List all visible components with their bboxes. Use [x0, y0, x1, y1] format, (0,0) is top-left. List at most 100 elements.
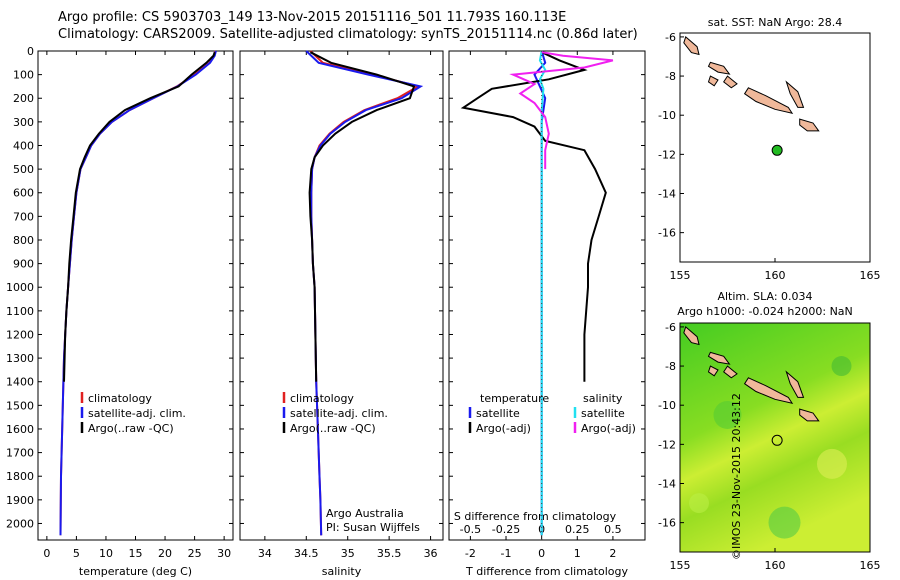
legend-label: Argo(-adj)	[476, 422, 531, 435]
depth-tick-label: 800	[13, 234, 34, 247]
map-y-tick-label: -8	[665, 70, 676, 83]
depth-tick-label: 1800	[6, 470, 34, 483]
top-axis-label: S difference from climatology	[454, 510, 617, 523]
panel-note: PI: Susan Wijffels	[326, 521, 420, 534]
map-y-tick-label: -8	[665, 360, 676, 373]
map-x-tick-label: 155	[670, 269, 691, 282]
island-shape	[799, 408, 820, 422]
top-tick-label: -0.5	[460, 523, 481, 536]
island-shape	[785, 80, 805, 108]
legend-label: Argo(..raw -QC)	[88, 422, 174, 435]
map-y-tick-label: -6	[665, 321, 676, 334]
climatology-title: Climatology: CARS2009. Satellite-adjuste…	[58, 27, 638, 42]
map-title: Argo h1000: -0.024 h2000: NaN	[677, 305, 853, 318]
series-line-argo-raw-qc-	[308, 51, 416, 382]
depth-tick-label: 1900	[6, 494, 34, 507]
depth-tick-label: 1000	[6, 281, 34, 294]
series-line-temperature-argo-adj-	[460, 51, 607, 382]
map-x-tick-label: 165	[860, 559, 881, 572]
island-shape	[707, 365, 719, 377]
panel-frame-salinity	[239, 50, 444, 541]
series-line-climatology	[309, 50, 421, 536]
depth-tick-label: 600	[13, 187, 34, 200]
map-y-tick-label: -14	[658, 187, 676, 200]
imos-stamp: ©IMOS 23-Nov-2015 20:43:12	[730, 393, 744, 560]
x-tick-label: 2	[609, 547, 616, 560]
legend-label: satellite	[476, 407, 520, 420]
depth-tick-label: 400	[13, 139, 34, 152]
top-tick-label: 0.25	[565, 523, 590, 536]
x-tick-label: 34.5	[294, 547, 319, 560]
sla-anomaly-blob	[768, 506, 801, 539]
legend-label: climatology	[88, 392, 152, 405]
x-tick-label: 5	[73, 547, 80, 560]
map-x-tick-label: 165	[860, 269, 881, 282]
depth-tick-label: 1600	[6, 423, 34, 436]
x-tick-label: 20	[158, 547, 172, 560]
x-axis-label: salinity	[322, 565, 362, 578]
map-y-tick-label: -10	[658, 109, 676, 122]
x-tick-label: 30	[217, 547, 231, 560]
island-shape	[723, 75, 738, 89]
profile-title: Argo profile: CS 5903703_149 13-Nov-2015…	[58, 10, 567, 25]
island-shape	[683, 36, 700, 56]
depth-tick-label: 0	[27, 45, 34, 58]
depth-tick-label: 1100	[6, 305, 34, 318]
series-line-argo-raw-qc-	[63, 51, 216, 382]
map-y-tick-label: -12	[658, 438, 676, 451]
map-x-tick-label: 160	[765, 559, 786, 572]
legend-label: climatology	[290, 392, 354, 405]
map-y-tick-label: -16	[658, 227, 676, 240]
island-shape	[707, 75, 719, 87]
map-title: Altim. SLA: 0.034	[717, 290, 812, 303]
map-y-tick-label: -6	[665, 31, 676, 44]
panel-frame-differences	[448, 50, 646, 541]
x-tick-label: 1	[574, 547, 581, 560]
x-tick-label: 15	[129, 547, 143, 560]
sla-anomaly-blob	[713, 400, 742, 429]
island-shape	[707, 351, 731, 365]
depth-tick-label: 200	[13, 92, 34, 105]
x-tick-label: 34	[258, 547, 272, 560]
x-tick-label: -1	[501, 547, 512, 560]
panel-note: Argo Australia	[326, 507, 404, 520]
float-position-marker	[771, 434, 783, 446]
sla-anomaly-blob	[817, 448, 847, 479]
island-shape	[707, 61, 731, 75]
legend-label: satellite-adj. clim.	[88, 407, 186, 420]
x-tick-label: -2	[465, 547, 476, 560]
legend-label: satellite-adj. clim.	[290, 407, 388, 420]
series-line-satellite-adj-clim-	[59, 50, 217, 536]
legend-label: satellite	[581, 407, 625, 420]
series-line-salinity-argo-adj-	[509, 51, 614, 170]
series-line-salinity-satellite	[538, 50, 547, 536]
sla-anomaly-blob	[689, 493, 709, 514]
depth-tick-label: 1400	[6, 376, 34, 389]
island-shape	[743, 87, 794, 114]
legend-title: salinity	[583, 392, 623, 405]
x-tick-label: 36	[424, 547, 438, 560]
island-shape	[743, 377, 794, 404]
series-line-temperature-satellite	[533, 50, 547, 536]
x-tick-label: 35	[341, 547, 355, 560]
x-tick-label: 10	[99, 547, 113, 560]
legend-label: Argo(..raw -QC)	[290, 422, 376, 435]
series-line-climatology	[59, 50, 217, 536]
map-y-tick-label: -10	[658, 399, 676, 412]
top-tick-label: -0.25	[492, 523, 520, 536]
top-tick-label: 0.5	[604, 523, 622, 536]
map-x-tick-label: 160	[765, 269, 786, 282]
x-axis-label: temperature (deg C)	[79, 565, 192, 578]
map-y-tick-label: -12	[658, 148, 676, 161]
depth-tick-label: 1700	[6, 447, 34, 460]
depth-tick-label: 500	[13, 163, 34, 176]
sla-anomaly-blob	[831, 356, 852, 377]
legend-label: Argo(-adj)	[581, 422, 636, 435]
float-position-marker	[771, 144, 783, 156]
x-tick-label: 0	[43, 547, 50, 560]
depth-tick-label: 1200	[6, 328, 34, 341]
island-shape	[723, 365, 738, 379]
map-x-tick-label: 155	[670, 559, 691, 572]
depth-tick-label: 300	[13, 116, 34, 129]
